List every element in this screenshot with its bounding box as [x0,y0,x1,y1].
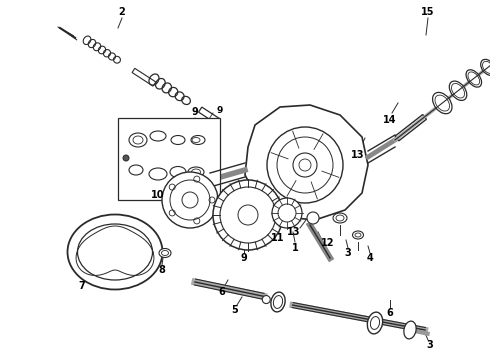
Ellipse shape [170,166,186,177]
Bar [118,118,220,200]
Text: 6: 6 [387,308,393,318]
Text: 11: 11 [271,233,285,243]
Text: 14: 14 [383,115,397,125]
Circle shape [170,180,210,220]
Circle shape [277,137,333,193]
Text: 6: 6 [219,287,225,297]
Circle shape [182,192,198,208]
Text: 1: 1 [292,243,298,253]
Ellipse shape [129,133,147,147]
Text: 10: 10 [151,190,165,200]
Circle shape [220,187,276,243]
Ellipse shape [129,165,143,175]
Text: 9: 9 [217,105,223,114]
Circle shape [267,127,343,203]
Ellipse shape [352,231,364,239]
Ellipse shape [333,213,347,223]
Ellipse shape [68,215,163,289]
Ellipse shape [191,135,205,144]
Ellipse shape [271,292,285,312]
Text: 9: 9 [241,253,247,263]
Circle shape [307,212,319,224]
Text: 8: 8 [159,265,166,275]
Text: 3: 3 [427,340,433,350]
Ellipse shape [149,168,167,180]
Ellipse shape [433,93,452,114]
Text: 5: 5 [232,305,238,315]
Circle shape [272,198,302,228]
Circle shape [278,204,296,222]
Text: 13: 13 [351,150,365,160]
Circle shape [123,155,129,161]
Ellipse shape [368,312,383,334]
Ellipse shape [77,224,152,280]
Circle shape [213,180,283,250]
Ellipse shape [159,248,171,257]
Text: 9: 9 [192,107,198,117]
Text: 12: 12 [321,238,335,248]
Ellipse shape [150,131,166,141]
Ellipse shape [404,321,416,339]
Ellipse shape [481,59,490,75]
Ellipse shape [171,135,185,144]
Circle shape [262,296,270,303]
Text: 3: 3 [344,248,351,258]
Text: 13: 13 [287,227,301,237]
Text: 4: 4 [367,253,373,263]
Ellipse shape [466,70,482,87]
Circle shape [238,205,258,225]
Circle shape [299,159,311,171]
Ellipse shape [449,81,467,100]
Text: 15: 15 [421,7,435,17]
Circle shape [162,172,218,228]
Polygon shape [245,105,368,220]
Ellipse shape [188,167,204,177]
Text: 2: 2 [119,7,125,17]
Circle shape [293,153,317,177]
Text: 7: 7 [78,281,85,291]
